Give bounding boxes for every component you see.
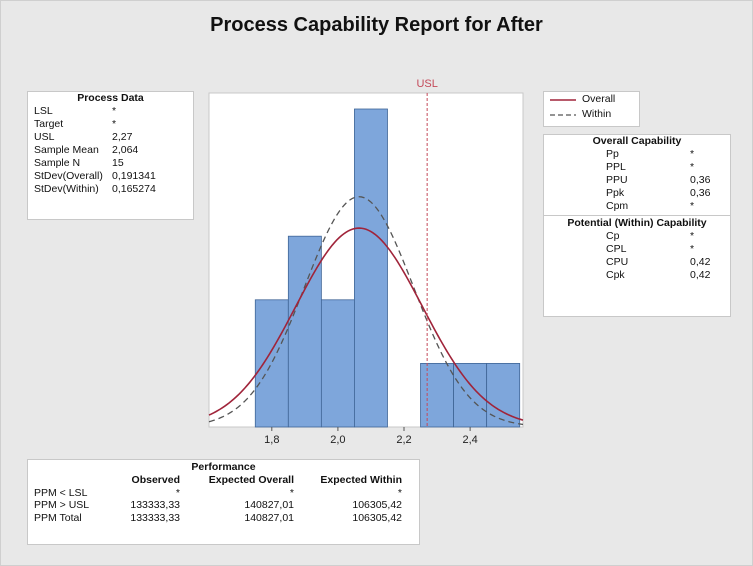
row-label: Cpk [606, 269, 625, 281]
row-label: Pp [606, 148, 619, 160]
histogram-bar [453, 362, 488, 428]
process-data-row: StDev(Overall) 0,191341 [28, 170, 193, 183]
process-data-row: LSL * [28, 105, 193, 118]
capability-divider [544, 215, 730, 216]
process-data-row: StDev(Within) 0,165274 [28, 183, 193, 196]
row-label: Target [34, 118, 64, 130]
histogram-bar [420, 362, 454, 428]
overall-capability-row: Pp * [544, 148, 730, 161]
row-label: Ppk [606, 187, 625, 199]
performance-table: Observed Expected Overall Expected Withi… [28, 474, 402, 524]
within-capability-row: CPL * [544, 243, 730, 256]
row-label: LSL [34, 105, 53, 117]
row-label: Sample N [34, 157, 81, 169]
row-value: 0,42 [690, 256, 711, 268]
performance-cell-observed: 133333,33 [130, 511, 180, 524]
performance-cell-expected-overall: 140827,01 [244, 511, 294, 524]
within-capability-row: CPU 0,42 [544, 256, 730, 269]
row-value: 0,36 [690, 187, 711, 199]
performance-cell-expected-overall: 140827,01 [244, 499, 294, 511]
histogram-bar [354, 108, 388, 428]
within-curve [208, 196, 524, 426]
row-value: * [690, 230, 695, 242]
performance-cell-label: PPM Total [34, 511, 82, 524]
performance-header-expected-within: Expected Within [320, 474, 402, 486]
overall-capability-row: PPL * [544, 161, 730, 174]
usl-label: USL [416, 78, 437, 90]
capability-box: Overall Capability Pp * PPL * PPU 0,36 Ppk 0,36… [543, 134, 731, 317]
performance-cell-label: PPM < LSL [34, 486, 88, 499]
process-data-row: USL 2,27 [28, 131, 193, 144]
row-label: USL [34, 131, 55, 143]
row-label: PPU [606, 174, 628, 186]
x-tick-label: 2,4 [462, 434, 477, 446]
performance-cell-expected-overall: * [289, 486, 294, 499]
performance-cell-expected-within: 106305,42 [352, 511, 402, 524]
row-value: 2,064 [112, 144, 139, 156]
row-label: PPL [606, 161, 626, 173]
histogram-bar [254, 299, 289, 428]
performance-title: Performance [191, 461, 256, 473]
row-value: * [690, 161, 695, 173]
row-label: StDev(Within) [34, 183, 99, 195]
row-value: * [112, 118, 117, 130]
performance-cell-expected-within: * [397, 486, 402, 499]
legend-overall-line [550, 98, 576, 101]
within-capability-row: Cp * [544, 230, 730, 243]
x-tick-label: 2,2 [396, 434, 411, 446]
process-data-box: Process Data LSL * Target * USL 2,27 Sample Me… [27, 91, 194, 220]
row-label: CPL [606, 243, 627, 255]
performance-cell-observed: 133333,33 [130, 499, 180, 511]
performance-row: PPM > USL 133333,33 140827,01 106305,42 [28, 499, 402, 512]
performance-header-observed: Observed [131, 474, 180, 486]
row-value: 15 [112, 157, 124, 169]
process-data-title: Process Data [77, 92, 144, 104]
process-data-row: Sample N 15 [28, 157, 193, 170]
performance-box: Performance Observed Expected Overall Ex… [27, 459, 420, 545]
row-value: * [690, 148, 695, 160]
row-label: CPU [606, 256, 629, 268]
row-value: * [690, 243, 695, 255]
process-data-row: Target * [28, 118, 193, 131]
row-value: 0,191341 [112, 170, 156, 182]
legend-within: Within [544, 107, 639, 122]
x-tick-label: 1,8 [264, 434, 279, 446]
legend-overall-label: Overall [582, 93, 616, 105]
overall-capability-row: PPU 0,36 [544, 174, 730, 187]
performance-cell-observed: * [175, 486, 180, 499]
legend-within-label: Within [582, 108, 612, 120]
process-data-row: Sample Mean 2,064 [28, 144, 193, 157]
report-title: Process Capability Report for After [210, 14, 543, 36]
performance-row: PPM Total 133333,33 140827,01 106305,42 [28, 512, 402, 525]
row-value: 0,36 [690, 174, 711, 186]
row-value: * [690, 200, 695, 212]
legend-overall: Overall [544, 92, 639, 107]
legend-box: Overall Within [543, 91, 640, 127]
performance-cell-expected-within: 106305,42 [352, 499, 402, 511]
within-capability-title: Potential (Within) Capability [567, 217, 707, 229]
performance-header-expected-overall: Expected Overall [208, 474, 294, 486]
performance-header-row: Observed Expected Overall Expected Withi… [28, 474, 402, 487]
overall-curve [208, 227, 524, 421]
within-capability-row: Cpk 0,42 [544, 269, 730, 282]
histogram-bar [320, 299, 355, 428]
overall-capability-row: Ppk 0,36 [544, 187, 730, 200]
row-label: Sample Mean [34, 144, 99, 156]
performance-row: PPM < LSL * * * [28, 487, 402, 500]
overall-capability-title: Overall Capability [592, 135, 682, 147]
x-tick-label: 2,0 [330, 434, 345, 446]
row-value: 0,165274 [112, 183, 156, 195]
row-label: Cp [606, 230, 620, 242]
row-value: 0,42 [690, 269, 711, 281]
row-value: 2,27 [112, 131, 133, 143]
histogram-bar [287, 235, 322, 428]
performance-header-blank [28, 474, 118, 487]
performance-cell-label: PPM > USL [34, 499, 90, 511]
overall-capability-row: Cpm * [544, 200, 730, 213]
row-label: StDev(Overall) [34, 170, 103, 182]
row-value: * [112, 105, 117, 117]
row-label: Cpm [606, 200, 629, 212]
legend-within-line [550, 113, 576, 116]
